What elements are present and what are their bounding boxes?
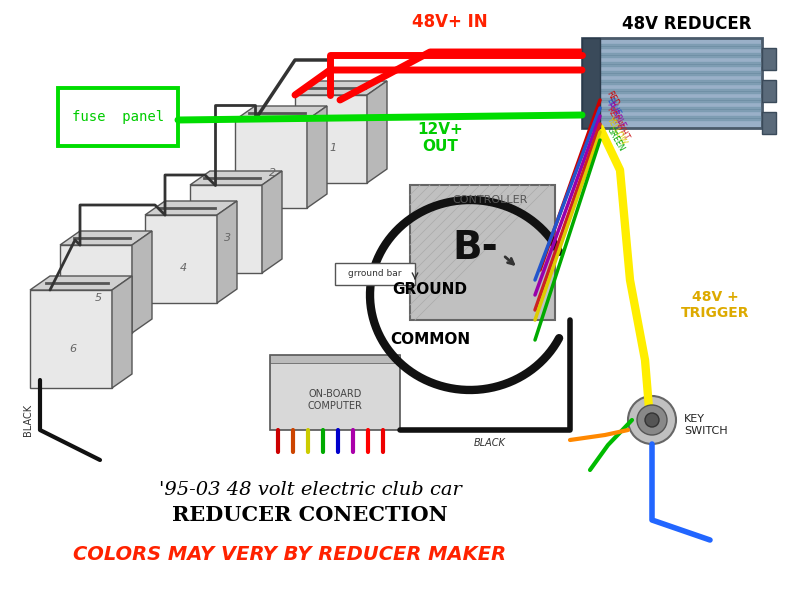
- Bar: [762, 80, 776, 102]
- Text: BLACK: BLACK: [23, 404, 33, 436]
- Bar: [582, 38, 762, 128]
- Polygon shape: [30, 290, 112, 388]
- Text: 4: 4: [179, 263, 186, 273]
- Text: COLORS MAY VERY BY REDUCER MAKER: COLORS MAY VERY BY REDUCER MAKER: [74, 545, 506, 565]
- Polygon shape: [367, 81, 387, 183]
- Text: fuse  panel: fuse panel: [72, 110, 164, 124]
- Text: CONTROLLER: CONTROLLER: [452, 195, 528, 205]
- Text: BLACK: BLACK: [474, 438, 506, 448]
- Polygon shape: [190, 171, 282, 185]
- Text: 48V REDUCER: 48V REDUCER: [622, 15, 752, 33]
- Text: BLUE: BLUE: [605, 97, 622, 118]
- Text: GREEN: GREEN: [605, 125, 626, 153]
- Polygon shape: [60, 245, 132, 333]
- Circle shape: [628, 396, 676, 444]
- Polygon shape: [217, 201, 237, 303]
- Text: GROUND: GROUND: [393, 283, 467, 298]
- Polygon shape: [30, 276, 132, 290]
- Text: YELLOW: YELLOW: [605, 115, 628, 146]
- Polygon shape: [262, 171, 282, 273]
- Text: B-: B-: [452, 229, 498, 267]
- Text: 5: 5: [94, 293, 102, 303]
- Bar: [270, 355, 400, 430]
- Text: 2: 2: [270, 168, 277, 178]
- Polygon shape: [235, 120, 307, 208]
- Bar: [582, 38, 600, 128]
- Bar: [58, 88, 178, 146]
- Polygon shape: [270, 355, 400, 363]
- Text: 48V+ IN: 48V+ IN: [412, 13, 488, 31]
- Text: grround bar: grround bar: [348, 269, 402, 278]
- Text: ON-BOARD
COMPUTER: ON-BOARD COMPUTER: [307, 389, 362, 411]
- Text: RED/WHT: RED/WHT: [605, 105, 631, 141]
- Text: 48V +
TRIGGER: 48V + TRIGGER: [681, 290, 750, 320]
- Polygon shape: [307, 106, 327, 208]
- Bar: [762, 112, 776, 134]
- Circle shape: [637, 405, 667, 435]
- Polygon shape: [112, 276, 132, 388]
- Polygon shape: [190, 185, 262, 273]
- Text: '95-03 48 volt electric club car: '95-03 48 volt electric club car: [158, 481, 462, 499]
- Text: RED: RED: [605, 90, 621, 108]
- Text: REDUCER CONECTION: REDUCER CONECTION: [172, 505, 448, 525]
- Polygon shape: [295, 81, 387, 95]
- Text: 1: 1: [330, 143, 337, 153]
- Polygon shape: [235, 106, 327, 120]
- Circle shape: [645, 413, 659, 427]
- Text: KEY
SWITCH: KEY SWITCH: [684, 414, 728, 436]
- Polygon shape: [295, 95, 367, 183]
- Polygon shape: [60, 231, 152, 245]
- Polygon shape: [410, 185, 555, 320]
- Text: 12V+
OUT: 12V+ OUT: [417, 122, 463, 154]
- Bar: [762, 48, 776, 70]
- Polygon shape: [145, 201, 237, 215]
- Text: 3: 3: [225, 233, 231, 243]
- Polygon shape: [132, 231, 152, 333]
- Text: 6: 6: [70, 344, 77, 354]
- Bar: [335, 263, 415, 285]
- Polygon shape: [145, 215, 217, 303]
- Text: PURPLE: PURPLE: [605, 100, 627, 130]
- Text: COMMON: COMMON: [390, 332, 470, 347]
